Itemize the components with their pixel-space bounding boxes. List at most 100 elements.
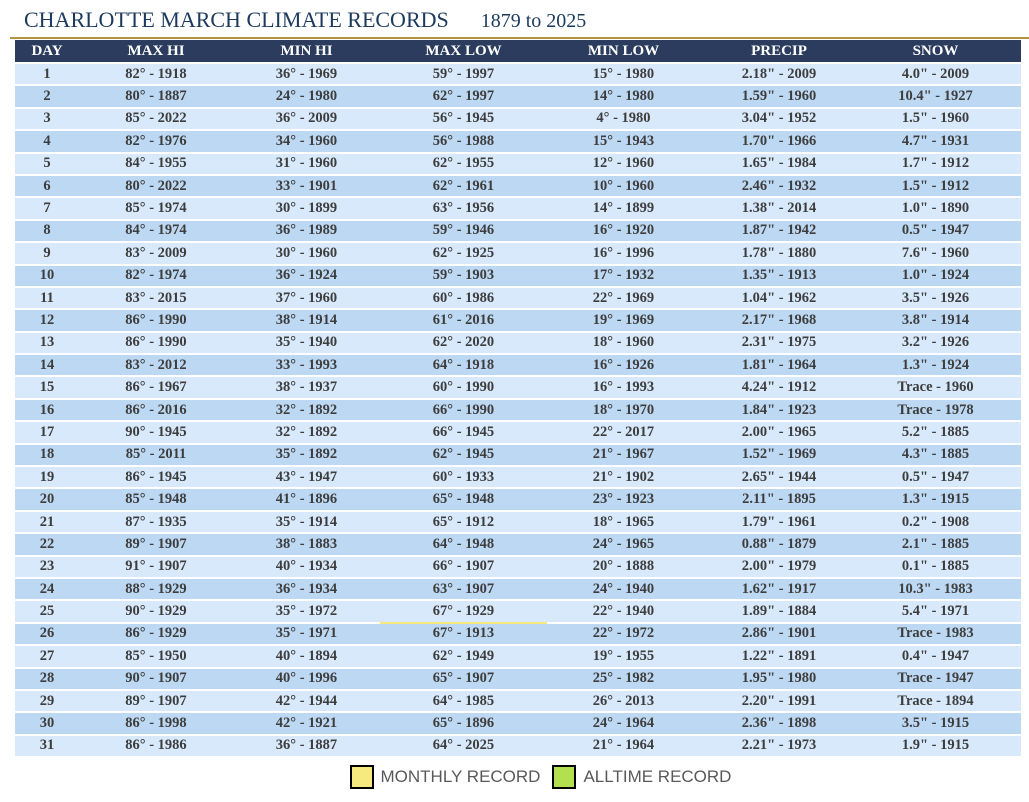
record-cell: 64° - 1918	[380, 354, 547, 378]
record-cell: 90° - 1929	[79, 600, 233, 624]
filler-cell	[1013, 197, 1021, 221]
day-cell: 27	[15, 645, 79, 669]
filler-cell	[1013, 63, 1021, 87]
record-cell: 67° - 1929	[380, 600, 547, 624]
record-cell: 40° - 1934	[233, 555, 380, 580]
record-cell: 2.36" - 1898	[700, 712, 858, 736]
record-cell: 1.7" - 1912	[858, 152, 1013, 176]
record-cell: Trace - 1894	[858, 689, 1013, 714]
record-cell: 3.5" - 1926	[858, 286, 1013, 311]
record-cell: 25° - 1982	[547, 667, 700, 691]
column-header-min-low: MIN LOW	[547, 40, 700, 64]
record-cell: 24° - 1940	[547, 577, 700, 602]
record-cell: Trace - 1960	[858, 376, 1013, 400]
record-cell: 1.84" - 1923	[700, 398, 858, 423]
day-cell: 16	[15, 398, 79, 423]
day-cell: 25	[15, 600, 79, 624]
day-cell: 29	[15, 689, 79, 714]
record-cell: 24° - 1964	[547, 712, 700, 736]
table-row-day-4: 4 82° - 1976 34° - 1960 56° - 1988 15° - 194…	[15, 130, 1021, 154]
record-cell: 63° - 1956	[380, 197, 547, 221]
record-cell: 40° - 1996	[233, 667, 380, 691]
record-cell: 4.24" - 1912	[700, 376, 858, 400]
filler-cell	[1013, 421, 1021, 445]
record-cell: 82° - 1974	[79, 264, 233, 288]
table-row-day-23: 23 91° - 1907 40° - 1934 66° - 1907 20° - 18…	[15, 555, 1021, 580]
record-cell: 2.17" - 1968	[700, 309, 858, 333]
legend-item: MONTHLY RECORD	[349, 765, 540, 790]
record-cell: 85° - 2011	[79, 443, 233, 468]
filler-cell	[1013, 376, 1021, 400]
day-cell: 10	[15, 264, 79, 288]
record-cell: 0.5" - 1947	[858, 219, 1013, 244]
record-cell: 80° - 2022	[79, 174, 233, 199]
record-cell: 5.4" - 1971	[858, 600, 1013, 624]
filler-cell	[1013, 309, 1021, 333]
filler-cell	[1013, 488, 1021, 512]
record-cell: 4.0" - 2009	[858, 63, 1013, 87]
table-row-day-12: 12 86° - 1990 38° - 1914 61° - 2016 19° - 19…	[15, 309, 1021, 333]
record-cell: 36° - 1887	[233, 734, 380, 759]
table-row-day-5: 5 84° - 1955 31° - 1960 62° - 1955 12° - 196…	[15, 152, 1021, 176]
legend-swatch-monthly_record	[349, 765, 374, 790]
record-cell: 22° - 1969	[547, 286, 700, 311]
record-cell: 1.35" - 1913	[700, 264, 858, 288]
record-cell: 3.04" - 1952	[700, 107, 858, 132]
filler-cell	[1013, 600, 1021, 624]
record-cell: 21° - 1964	[547, 734, 700, 759]
filler-cell	[1013, 667, 1021, 691]
day-cell: 24	[15, 577, 79, 602]
page-subtitle: 1879 to 2025	[480, 10, 587, 32]
record-cell: 7.6" - 1960	[858, 242, 1013, 266]
record-cell: 36° - 2009	[233, 107, 380, 132]
record-cell: 32° - 1892	[233, 398, 380, 423]
record-cell: 1.59" - 1960	[700, 85, 858, 109]
record-cell: 1.5" - 1912	[858, 174, 1013, 199]
day-cell: 9	[15, 242, 79, 266]
day-cell: 23	[15, 555, 79, 580]
legend-label: ALLTIME RECORD	[583, 767, 732, 787]
record-cell: 2.46" - 1932	[700, 174, 858, 199]
record-cell: 56° - 1988	[380, 130, 547, 154]
record-cell: 42° - 1921	[233, 712, 380, 736]
table-row-day-11: 11 83° - 2015 37° - 1960 60° - 1986 22° - 19…	[15, 286, 1021, 311]
record-legend: MONTHLY RECORD ALLTIME RECORD	[0, 765, 1029, 790]
table-row-day-14: 14 83° - 2012 33° - 1993 64° - 1918 16° - 19…	[15, 354, 1021, 378]
record-cell: 62° - 1955	[380, 152, 547, 176]
record-cell: 16° - 1920	[547, 219, 700, 244]
record-cell: 16° - 1993	[547, 376, 700, 400]
record-cell: 30° - 1960	[233, 242, 380, 266]
record-cell: 21° - 1902	[547, 466, 700, 490]
day-cell: 7	[15, 197, 79, 221]
record-cell: 64° - 1985	[380, 689, 547, 714]
column-header-max-hi: MAX HI	[79, 40, 233, 64]
day-cell: 15	[15, 376, 79, 400]
record-cell: 35° - 1914	[233, 510, 380, 535]
record-cell: 0.5" - 1947	[858, 466, 1013, 490]
filler-cell	[1013, 555, 1021, 580]
record-cell: 33° - 1901	[233, 174, 380, 199]
record-cell: 3.5" - 1915	[858, 712, 1013, 736]
filler-cell	[1013, 712, 1021, 736]
day-cell: 31	[15, 734, 79, 759]
record-cell: 1.3" - 1924	[858, 354, 1013, 378]
table-row-day-16: 16 86° - 2016 32° - 1892 66° - 1990 18° - 19…	[15, 398, 1021, 423]
table-row-day-28: 28 90° - 1907 40° - 1996 65° - 1907 25° - 19…	[15, 667, 1021, 691]
legend-swatch-alltime_record	[552, 765, 577, 790]
table-row-day-20: 20 85° - 1948 41° - 1896 65° - 1948 23° - 19…	[15, 488, 1021, 512]
filler-cell	[1013, 577, 1021, 602]
record-cell: 66° - 1907	[380, 555, 547, 580]
day-cell: 26	[15, 622, 79, 647]
record-cell: 84° - 1955	[79, 152, 233, 176]
record-cell: 62° - 2020	[380, 331, 547, 356]
record-cell: 62° - 1949	[380, 645, 547, 669]
record-cell: 36° - 1989	[233, 219, 380, 244]
filler-cell	[1013, 734, 1021, 759]
filler-cell	[1013, 689, 1021, 714]
record-cell: 86° - 1990	[79, 309, 233, 333]
table-row-day-6: 6 80° - 2022 33° - 1901 62° - 1961 10° - 196…	[15, 174, 1021, 199]
record-cell: 65° - 1912	[380, 510, 547, 535]
record-cell: 33° - 1993	[233, 354, 380, 378]
table-row-day-27: 27 85° - 1950 40° - 1894 62° - 1949 19° - 19…	[15, 645, 1021, 669]
filler-cell	[1013, 466, 1021, 490]
